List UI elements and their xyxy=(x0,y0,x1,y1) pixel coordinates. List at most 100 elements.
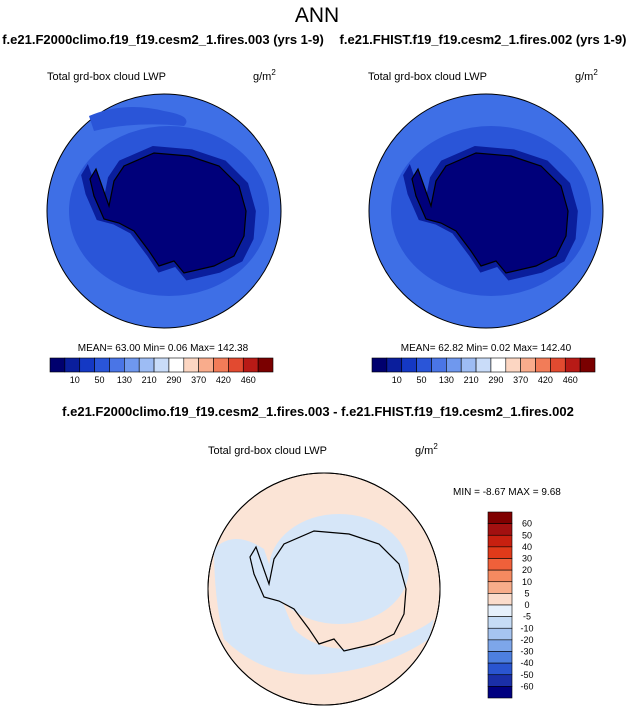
colorbar-box xyxy=(168,357,185,373)
colorbar-box xyxy=(520,357,536,373)
map-border xyxy=(207,472,441,706)
colorbar-box xyxy=(487,593,513,606)
units-power: 2 xyxy=(271,68,276,77)
colorbar-box xyxy=(198,357,214,373)
figure-title: ANN xyxy=(295,4,339,27)
colorbar-box xyxy=(487,686,513,699)
colorbar-label: 460 xyxy=(563,375,578,385)
colorbar-box xyxy=(124,357,140,373)
map xyxy=(46,93,282,329)
colorbar-box xyxy=(487,558,513,571)
map-region xyxy=(214,539,434,675)
colorbar: 10 50 130 210 290 370 420 460 xyxy=(371,357,596,385)
colorbar-box xyxy=(487,639,513,652)
colorbar-label: 60 xyxy=(522,519,532,529)
variable-label: Total grd-box cloud LWP xyxy=(208,445,327,457)
colorbar-label: 0 xyxy=(524,600,529,610)
colorbar-box xyxy=(487,511,513,524)
case-title: f.e21.F2000climo.f19_f19.cesm2_1.fires.0… xyxy=(2,32,324,47)
stats: MEAN= 62.82 Min= 0.02 Max= 142.40 xyxy=(401,343,572,354)
colorbar-label: 370 xyxy=(513,375,528,385)
colorbar-box xyxy=(213,357,229,373)
colorbar-box xyxy=(579,357,596,373)
colorbar-label: 50 xyxy=(522,530,532,540)
colorbar-label: 20 xyxy=(522,565,532,575)
colorbar-label: 210 xyxy=(464,375,479,385)
colorbar-box xyxy=(487,581,513,594)
units: g/m xyxy=(415,445,433,457)
map-region xyxy=(269,514,409,624)
units-label: g/m2 xyxy=(415,442,438,457)
colorbar-box xyxy=(242,357,259,373)
colorbar-box xyxy=(138,357,155,373)
stats: MEAN= 63.00 Min= 0.06 Max= 142.38 xyxy=(78,343,249,354)
colorbar-box xyxy=(64,357,81,373)
colorbar-label: 290 xyxy=(488,375,503,385)
stats: MIN = -8.67 MAX = 9.68 xyxy=(453,487,561,498)
diff-title: f.e21.F2000climo.f19_f19.cesm2_1.fires.0… xyxy=(62,404,574,419)
colorbar-box xyxy=(487,604,513,617)
colorbar-box xyxy=(401,357,417,373)
variable-label: Total grd-box cloud LWP xyxy=(368,71,487,83)
colorbar-box xyxy=(535,357,551,373)
colorbar-box xyxy=(371,357,388,373)
colorbar-box xyxy=(487,662,513,676)
units: g/m xyxy=(253,71,271,83)
colorbar-label: -50 xyxy=(520,670,533,680)
colorbar-box xyxy=(109,357,125,373)
colorbar-box xyxy=(460,357,477,373)
colorbar-box xyxy=(446,357,462,373)
colorbar-label: -30 xyxy=(520,647,533,657)
map xyxy=(368,93,604,329)
colorbar-box xyxy=(153,357,170,373)
colorbar-label: 370 xyxy=(191,375,206,385)
units-power: 2 xyxy=(593,68,598,77)
colorbar-label: 460 xyxy=(241,375,256,385)
units-label: g/m2 xyxy=(575,68,598,83)
colorbar-box xyxy=(487,651,513,664)
colorbar-box xyxy=(505,357,521,373)
colorbar-label: 10 xyxy=(70,375,80,385)
colorbar-label: 40 xyxy=(522,542,532,552)
colorbar-box xyxy=(487,627,513,641)
colorbar-box xyxy=(487,674,513,687)
colorbar-label: -60 xyxy=(520,681,533,691)
variable-label: Total grd-box cloud LWP xyxy=(47,71,166,83)
map-region xyxy=(89,107,187,131)
colorbar-label: 10 xyxy=(522,577,532,587)
colorbar-label: 210 xyxy=(142,375,157,385)
colorbar-box xyxy=(487,616,513,629)
colorbar-box xyxy=(475,357,492,373)
colorbar-label: 5 xyxy=(524,588,529,598)
colorbar-box xyxy=(487,534,513,548)
colorbar-label: 130 xyxy=(439,375,454,385)
map xyxy=(207,472,441,706)
colorbar-label: 10 xyxy=(392,375,402,385)
colorbar-box xyxy=(257,357,274,373)
colorbar-box xyxy=(49,357,66,373)
case-title: f.e21.FHIST.f19_f19.cesm2_1.fires.002 (y… xyxy=(340,32,627,47)
colorbar-box xyxy=(487,569,513,583)
colorbar-label: 420 xyxy=(538,375,553,385)
colorbar-label: -5 xyxy=(523,612,531,622)
units-power: 2 xyxy=(433,442,438,451)
colorbar-box xyxy=(416,357,432,373)
colorbar-box xyxy=(431,357,447,373)
colorbar-box xyxy=(94,357,110,373)
colorbar-label: 50 xyxy=(417,375,427,385)
colorbar-label: -20 xyxy=(520,635,533,645)
colorbar-box xyxy=(183,357,199,373)
colorbar-label: 130 xyxy=(117,375,132,385)
colorbar-label: 420 xyxy=(216,375,231,385)
units: g/m xyxy=(575,71,593,83)
units-label: g/m2 xyxy=(253,68,276,83)
colorbar-box xyxy=(79,357,95,373)
colorbar-label: 50 xyxy=(95,375,105,385)
colorbar-box xyxy=(564,357,581,373)
colorbar-label: 290 xyxy=(166,375,181,385)
colorbar-box xyxy=(487,523,513,536)
colorbar-box xyxy=(228,357,244,373)
